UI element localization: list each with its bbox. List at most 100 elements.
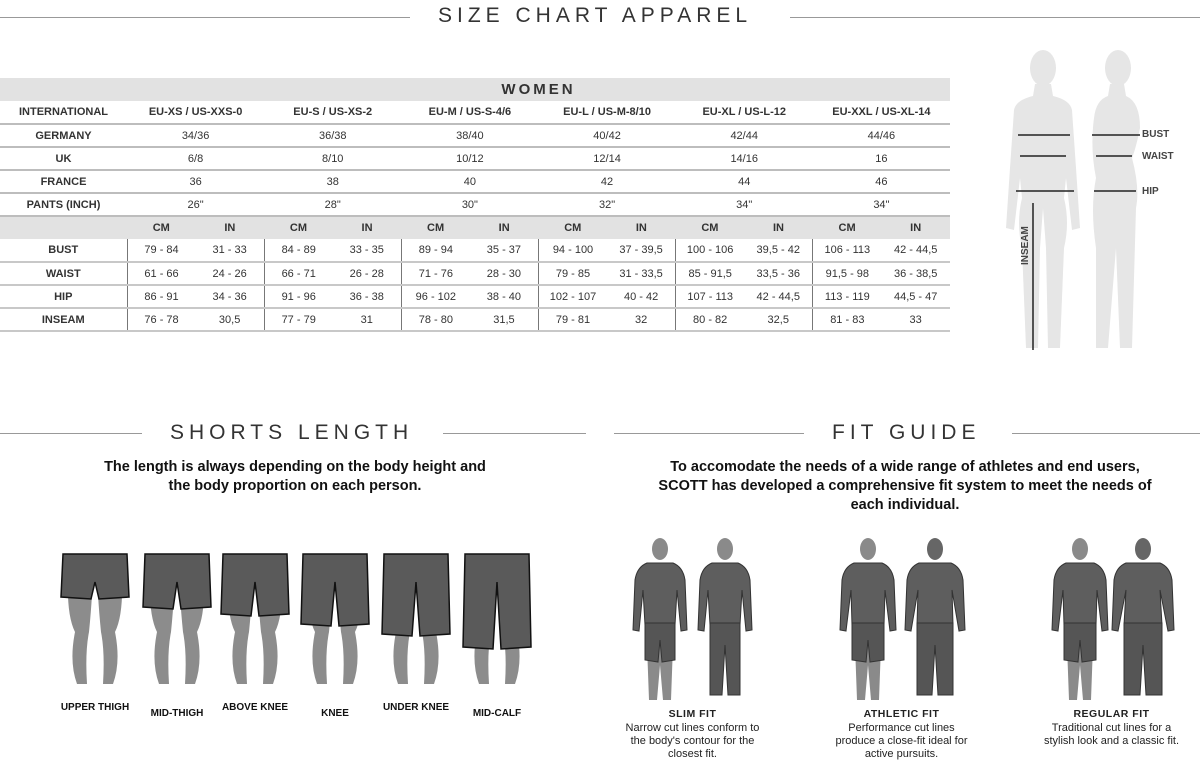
- fit-name: REGULAR FIT: [1073, 708, 1150, 720]
- table-cell-cm: 78 - 80: [400, 308, 470, 332]
- fit-description: Narrow cut lines conform to the body's c…: [625, 722, 760, 760]
- size-header: EU-S / US-XS-2: [264, 101, 402, 125]
- top-garment: [1051, 562, 1109, 632]
- unit-in: IN: [607, 216, 676, 239]
- fit-description: Performance cut lines produce a close-fi…: [835, 722, 968, 760]
- table-cell: 38/40: [401, 124, 539, 148]
- hip-label: HIP: [1142, 186, 1159, 197]
- row-label: WAIST: [0, 262, 127, 286]
- table-cell-cm: 106 - 113: [812, 239, 882, 263]
- unit-in: IN: [744, 216, 813, 239]
- table-cell: 12/14: [538, 147, 676, 171]
- table-cell: 8/10: [264, 147, 402, 171]
- shorts-garment: [851, 622, 885, 663]
- unit-in: IN: [469, 216, 539, 239]
- table-cell-cm: 89 - 94: [400, 239, 470, 263]
- shorts-shape: [381, 553, 451, 637]
- top-garment: [904, 562, 966, 632]
- shirt-figure: [1051, 538, 1109, 700]
- divider: [1012, 433, 1200, 434]
- table-cell: 42: [538, 170, 676, 194]
- fit-name: ATHLETIC FIT: [863, 708, 940, 720]
- shorts-length-label: MID-THIGH: [150, 708, 204, 719]
- table-cell: 34/36: [127, 124, 265, 148]
- table-cell: 32": [538, 193, 676, 217]
- table-cell-cm: 91,5 - 98: [812, 262, 882, 286]
- fit-name: SLIM FIT: [668, 708, 717, 720]
- shorts-length-label: KNEE: [321, 708, 349, 719]
- shorts-length-intro: The length is always depending on the bo…: [104, 459, 486, 494]
- shorts-shape: [462, 553, 532, 650]
- table-cell-in: 32,5: [744, 308, 813, 332]
- table-cell: 28": [264, 193, 402, 217]
- unit-in: IN: [881, 216, 950, 239]
- row-label: PANTS (INCH): [0, 193, 127, 217]
- conversion-row: FRANCE 36 38 40 42 44 46: [0, 170, 950, 194]
- table-cell-cm: 102 - 107: [537, 285, 608, 309]
- jacket-figure: [904, 538, 966, 696]
- size-chart-table: WOMEN INTERNATIONAL EU-XS / US-XXS-0 EU-S /…: [0, 78, 950, 332]
- front-body-silhouette: [1006, 50, 1080, 348]
- size-header: EU-L / US-M-8/10: [538, 101, 676, 125]
- shorts-garment: [644, 622, 676, 663]
- divider: [614, 433, 804, 434]
- measurement-row: INSEAM 76 - 78 30,5 77 - 79 31 78 - 80 31,5 79 …: [0, 308, 950, 332]
- table-cell-cm: 84 - 89: [263, 239, 333, 263]
- table-cell-cm: 79 - 85: [537, 262, 608, 286]
- table-cell-cm: 71 - 76: [400, 262, 470, 286]
- shorts-length-label: ABOVE KNEE: [221, 702, 289, 713]
- shorts-length-label: UPPER THIGH: [60, 702, 130, 713]
- shorts-shape: [300, 553, 370, 627]
- size-header: EU-M / US-S-4/6: [401, 101, 539, 125]
- inseam-label: INSEAM: [1020, 226, 1031, 265]
- table-cell-cm: 79 - 84: [126, 239, 196, 263]
- measurement-arrows: [1016, 134, 1140, 350]
- fit-guide-intro: To accomodate the needs of a wide range …: [658, 459, 1152, 513]
- shorts-shape: [220, 553, 290, 617]
- measurement-row: WAIST 61 - 66 24 - 26 66 - 71 26 - 28 71 - 76…: [0, 262, 950, 286]
- side-body-silhouette: [1092, 50, 1140, 348]
- table-cell-in: 37 - 39,5: [607, 239, 676, 263]
- group-header-row: WOMEN: [0, 78, 950, 101]
- unit-cm: CM: [264, 216, 333, 239]
- table-cell-in: 31: [332, 308, 402, 332]
- table-cell-cm: 100 - 106: [675, 239, 745, 263]
- table-cell-cm: 94 - 100: [537, 239, 608, 263]
- row-label: INTERNATIONAL: [0, 101, 127, 125]
- top-garment: [697, 562, 753, 632]
- table-cell-cm: 80 - 82: [675, 308, 745, 332]
- pants-garment: [916, 622, 954, 696]
- table-cell-in: 32: [607, 308, 676, 332]
- shorts-figure: [462, 553, 532, 684]
- top-garment: [839, 562, 897, 632]
- pants-garment: [1123, 622, 1163, 696]
- table-cell: 6/8: [127, 147, 265, 171]
- conversion-row: PANTS (INCH) 26" 28" 30" 32" 34" 34": [0, 193, 950, 217]
- table-cell-cm: 96 - 102: [400, 285, 470, 309]
- fit-guide-item: ATHLETIC FIT Performance cut lines produc…: [802, 708, 1002, 761]
- table-cell-cm: 113 - 119: [812, 285, 882, 309]
- size-header: EU-XL / US-L-12: [675, 101, 813, 125]
- waist-label: WAIST: [1142, 151, 1174, 162]
- unit-cm: CM: [812, 216, 882, 239]
- jacket-figure: [697, 538, 753, 696]
- row-label: HIP: [0, 285, 127, 309]
- table-cell-in: 35 - 37: [469, 239, 539, 263]
- row-label: UK: [0, 147, 127, 171]
- divider: [443, 433, 586, 434]
- table-cell-in: 33 - 35: [332, 239, 402, 263]
- table-cell: 40: [401, 170, 539, 194]
- shorts-length-label: MID-CALF: [472, 708, 522, 719]
- row-label: GERMANY: [0, 124, 127, 148]
- table-cell-in: 31 - 33,5: [607, 262, 676, 286]
- shorts-length-title: SHORTS LENGTH: [170, 421, 414, 444]
- table-cell-cm: 86 - 91: [126, 285, 196, 309]
- size-header: EU-XS / US-XXS-0: [127, 101, 265, 125]
- table-cell-in: 36 - 38: [332, 285, 402, 309]
- table-cell: 44: [675, 170, 813, 194]
- table-cell: 44/46: [812, 124, 950, 148]
- top-garment: [632, 562, 688, 632]
- table-cell: 36/38: [264, 124, 402, 148]
- table-cell: 36: [127, 170, 265, 194]
- group-title: WOMEN: [127, 78, 950, 101]
